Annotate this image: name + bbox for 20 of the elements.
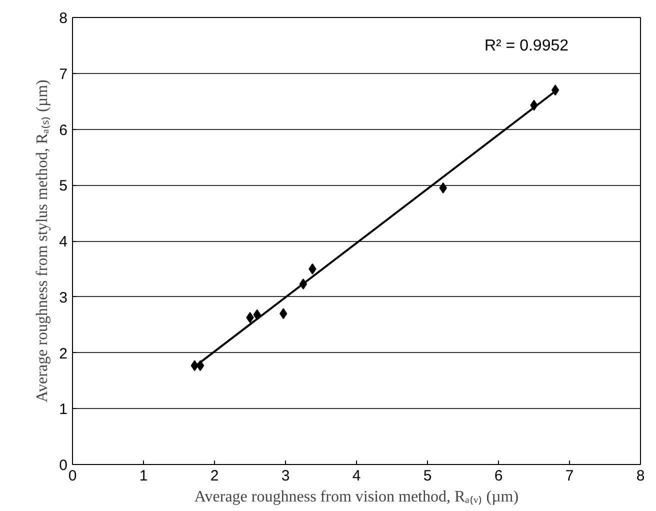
x-tick-label: 5 xyxy=(423,468,432,484)
x-tick-label: 4 xyxy=(352,468,361,484)
y-tick-label: 2 xyxy=(59,345,68,362)
y-tick-label: 0 xyxy=(59,457,68,474)
x-tick-label: 3 xyxy=(281,468,290,484)
x-axis-title: Average roughness from vision method, Rₐ₍ᵥ₎ (µm) xyxy=(194,488,519,506)
y-tick-label: 1 xyxy=(59,401,68,418)
y-tick-label: 6 xyxy=(59,122,68,139)
x-tick-label: 8 xyxy=(636,468,645,484)
y-tick-label: 8 xyxy=(59,10,68,27)
y-tick-label: 5 xyxy=(59,178,68,195)
y-axis-title: Average roughness from stylus method, Rₐ₍ₛ₎ (µm) xyxy=(34,80,52,402)
y-tick-label: 7 xyxy=(59,66,68,83)
y-tick-label: 4 xyxy=(59,234,68,250)
x-tick-label: 1 xyxy=(139,468,148,484)
x-tick-label: 2 xyxy=(210,468,219,484)
annotation: R² = 0.9952 xyxy=(484,38,569,54)
x-tick-label: 6 xyxy=(494,468,503,484)
y-tick-label: 3 xyxy=(59,289,68,306)
x-tick-label: 7 xyxy=(565,468,574,484)
